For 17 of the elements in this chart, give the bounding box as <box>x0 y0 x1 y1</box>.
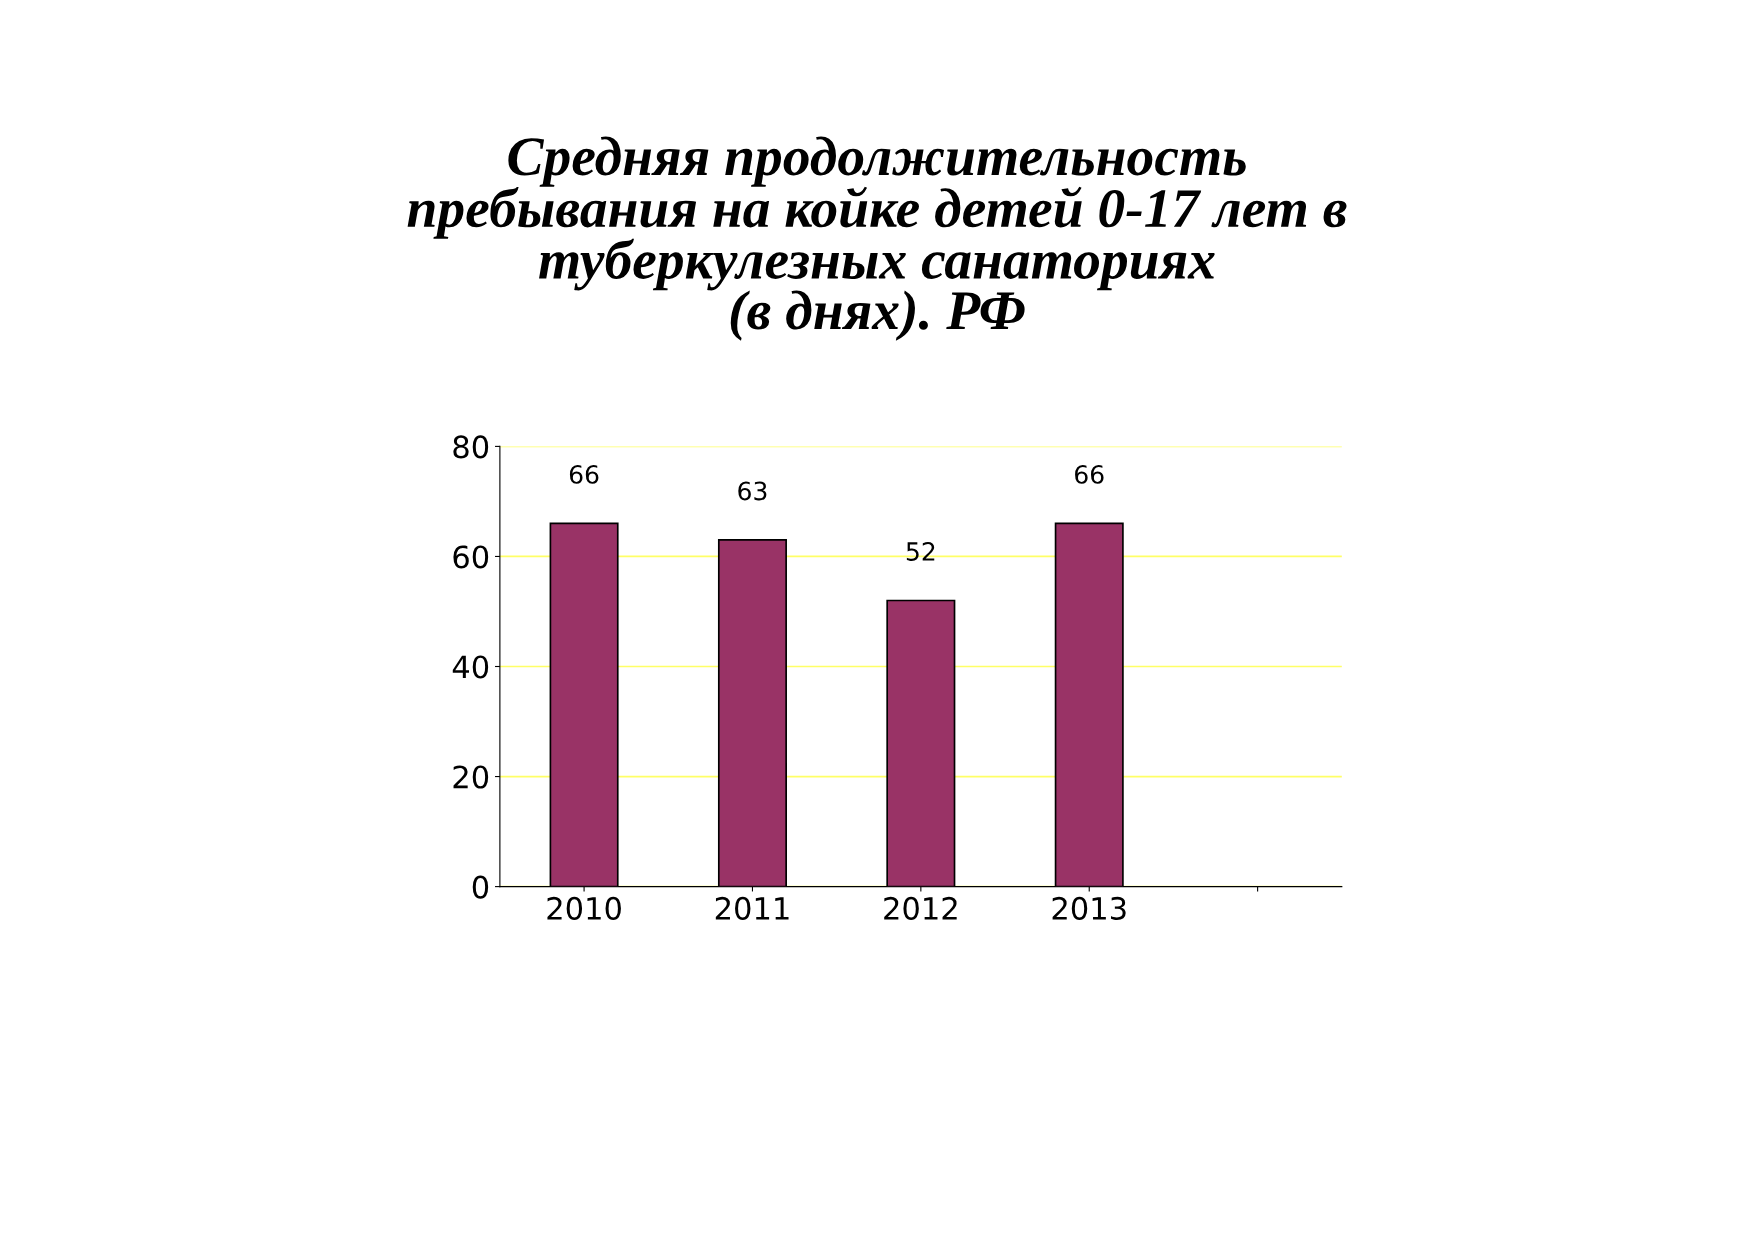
x-tick-label: 2011 <box>715 896 789 920</box>
y-tick-label: 40 <box>452 655 489 679</box>
x-tick-label: 2012 <box>884 896 957 920</box>
y-tick-label: 80 <box>453 435 489 459</box>
bar <box>1054 522 1124 887</box>
data-label: 66 <box>1075 464 1104 484</box>
bar <box>549 522 619 887</box>
data-label: 66 <box>569 464 599 484</box>
x-tick-label: 2010 <box>547 896 621 920</box>
x-tick-label: 2013 <box>1052 896 1126 920</box>
y-tick-label: 60 <box>453 545 489 569</box>
bar <box>886 599 956 887</box>
y-tick-label: 20 <box>453 765 489 789</box>
bar <box>717 539 787 887</box>
data-label: 63 <box>738 481 767 501</box>
chart-title: Средняя продолжительность пребывания на койке детей 0-17 лет в туберкулезных санаториях (в днях). РФ <box>407 136 1347 341</box>
y-tick-label: 0 <box>472 875 489 899</box>
